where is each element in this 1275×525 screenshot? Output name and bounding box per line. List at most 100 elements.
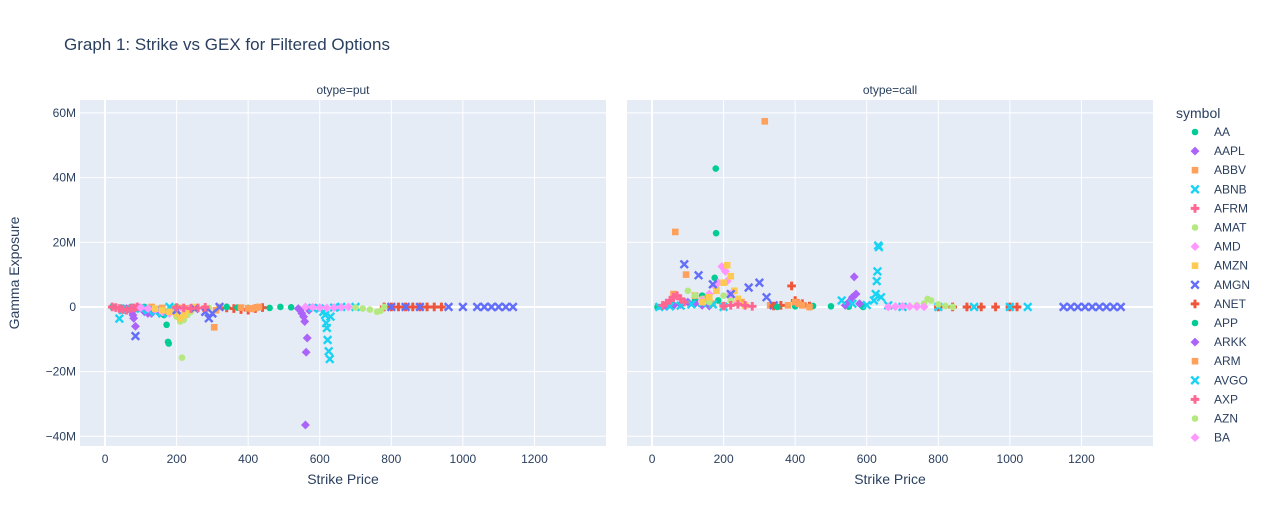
data-point[interactable] bbox=[847, 299, 858, 309]
data-point[interactable] bbox=[122, 305, 131, 315]
data-point[interactable] bbox=[324, 346, 334, 356]
data-point[interactable] bbox=[129, 313, 139, 323]
data-point[interactable] bbox=[720, 292, 727, 299]
data-point[interactable] bbox=[472, 302, 482, 312]
data-point[interactable] bbox=[693, 270, 704, 280]
legend-marker[interactable] bbox=[1191, 224, 1199, 231]
data-point[interactable] bbox=[287, 303, 295, 311]
data-point[interactable] bbox=[898, 301, 907, 311]
legend-marker[interactable] bbox=[1190, 433, 1200, 443]
legend-marker[interactable] bbox=[1191, 262, 1199, 269]
data-point[interactable] bbox=[962, 302, 972, 312]
data-point[interactable] bbox=[300, 420, 310, 430]
legend-marker[interactable] bbox=[1190, 146, 1200, 156]
legend-marker[interactable] bbox=[1190, 337, 1200, 347]
data-point[interactable] bbox=[143, 304, 153, 314]
data-point[interactable] bbox=[429, 302, 439, 312]
legend-item[interactable]: AMAT bbox=[1191, 221, 1247, 235]
legend-marker[interactable] bbox=[1191, 357, 1199, 365]
data-point[interactable] bbox=[935, 301, 942, 308]
data-point[interactable] bbox=[672, 291, 682, 300]
data-point[interactable] bbox=[761, 292, 772, 302]
legend-item[interactable]: AFRM bbox=[1190, 201, 1248, 215]
data-point[interactable] bbox=[919, 302, 929, 312]
data-point[interactable] bbox=[300, 302, 310, 312]
legend-item[interactable]: ARM bbox=[1191, 354, 1241, 368]
data-point[interactable] bbox=[827, 303, 835, 310]
data-point[interactable] bbox=[1101, 302, 1112, 312]
data-point[interactable] bbox=[969, 302, 979, 312]
data-point[interactable] bbox=[343, 302, 353, 312]
data-point[interactable] bbox=[711, 274, 718, 282]
data-point[interactable] bbox=[131, 321, 140, 331]
data-point[interactable] bbox=[876, 292, 886, 302]
legend-item[interactable]: ABNB bbox=[1190, 182, 1247, 196]
data-point[interactable] bbox=[747, 302, 757, 311]
data-point[interactable] bbox=[186, 304, 196, 313]
data-point[interactable] bbox=[329, 303, 339, 313]
data-point[interactable] bbox=[682, 271, 690, 278]
data-point[interactable] bbox=[712, 229, 720, 237]
legend-marker[interactable] bbox=[1190, 280, 1200, 290]
data-point[interactable] bbox=[252, 304, 259, 312]
data-point[interactable] bbox=[1073, 302, 1083, 312]
data-point[interactable] bbox=[458, 302, 468, 312]
data-point[interactable] bbox=[173, 310, 180, 317]
data-point[interactable] bbox=[679, 259, 689, 269]
data-point[interactable] bbox=[300, 317, 310, 326]
data-point[interactable] bbox=[837, 295, 847, 306]
data-point[interactable] bbox=[949, 303, 956, 311]
data-point[interactable] bbox=[352, 304, 359, 311]
data-point[interactable] bbox=[744, 282, 754, 293]
data-point[interactable] bbox=[308, 302, 318, 312]
data-point[interactable] bbox=[166, 308, 173, 316]
data-point[interactable] bbox=[366, 306, 374, 313]
data-point[interactable] bbox=[720, 279, 727, 287]
data-point[interactable] bbox=[437, 302, 446, 312]
data-point[interactable] bbox=[769, 301, 778, 311]
legend-item[interactable]: APP bbox=[1191, 316, 1238, 330]
data-point[interactable] bbox=[927, 297, 935, 304]
data-point[interactable] bbox=[184, 306, 191, 314]
data-point[interactable] bbox=[266, 304, 273, 312]
data-point[interactable] bbox=[322, 323, 332, 333]
data-point[interactable] bbox=[712, 165, 720, 172]
data-point[interactable] bbox=[237, 304, 245, 311]
data-point[interactable] bbox=[422, 302, 432, 312]
data-point[interactable] bbox=[727, 272, 735, 280]
data-point[interactable] bbox=[1094, 302, 1104, 312]
data-point[interactable] bbox=[662, 298, 671, 308]
data-point[interactable] bbox=[691, 292, 699, 299]
data-point[interactable] bbox=[672, 228, 679, 236]
data-point[interactable] bbox=[158, 306, 166, 314]
data-point[interactable] bbox=[874, 242, 884, 252]
data-point[interactable] bbox=[165, 340, 173, 347]
data-point[interactable] bbox=[806, 303, 813, 311]
data-point[interactable] bbox=[315, 303, 325, 313]
data-point[interactable] bbox=[176, 314, 184, 322]
data-point[interactable] bbox=[325, 354, 335, 364]
legend-item[interactable]: AMD bbox=[1190, 240, 1241, 254]
data-point[interactable] bbox=[776, 301, 786, 310]
data-point[interactable] bbox=[193, 303, 203, 313]
data-point[interactable] bbox=[871, 289, 881, 299]
data-point[interactable] bbox=[151, 305, 159, 312]
legend-item[interactable]: AXP bbox=[1190, 392, 1238, 406]
data-point[interactable] bbox=[136, 303, 146, 313]
legend-marker[interactable] bbox=[1191, 415, 1199, 422]
data-point[interactable] bbox=[872, 276, 882, 286]
data-point[interactable] bbox=[244, 304, 252, 312]
data-point[interactable] bbox=[501, 302, 511, 312]
data-point[interactable] bbox=[223, 303, 231, 311]
data-point[interactable] bbox=[658, 301, 668, 310]
legend-marker[interactable] bbox=[1191, 128, 1199, 136]
data-point[interactable] bbox=[723, 261, 731, 269]
data-point[interactable] bbox=[717, 262, 727, 271]
data-point[interactable] bbox=[302, 333, 312, 343]
data-point[interactable] bbox=[665, 296, 675, 305]
data-point[interactable] bbox=[773, 303, 781, 311]
legend-item[interactable]: AMGN bbox=[1190, 278, 1250, 292]
data-point[interactable] bbox=[277, 303, 284, 311]
data-point[interactable] bbox=[851, 289, 861, 299]
data-point[interactable] bbox=[380, 303, 388, 311]
